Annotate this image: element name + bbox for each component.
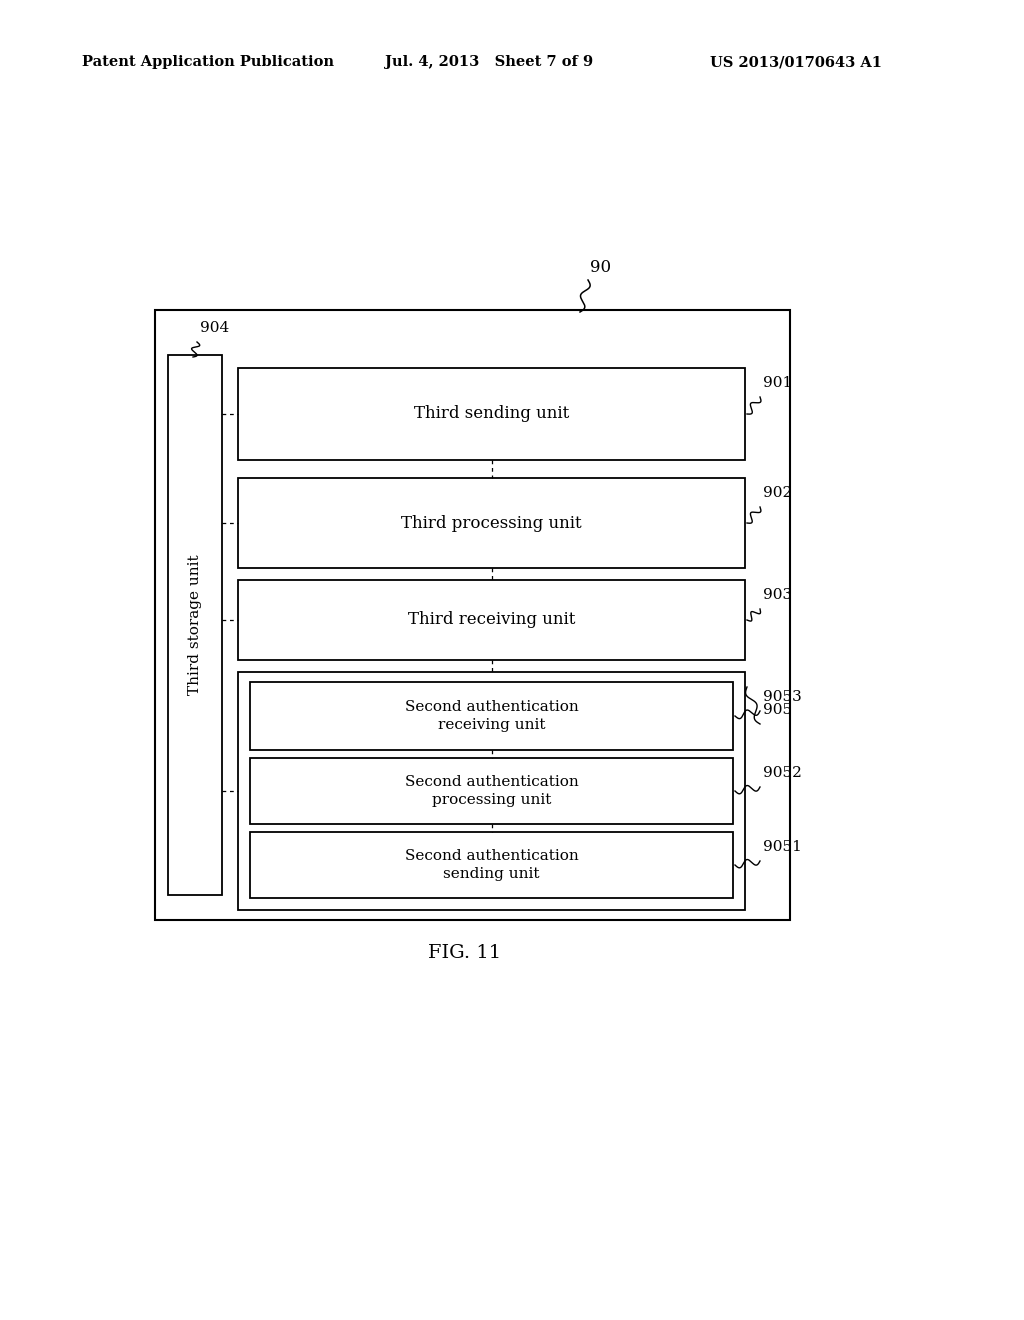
- Text: Second authentication
receiving unit: Second authentication receiving unit: [404, 700, 579, 733]
- Bar: [250, 832, 733, 898]
- Text: 90: 90: [590, 260, 611, 276]
- Bar: [238, 672, 745, 909]
- Text: 9053: 9053: [763, 690, 802, 704]
- Bar: [168, 355, 222, 895]
- Text: 904: 904: [200, 321, 229, 335]
- Text: 9051: 9051: [763, 840, 802, 854]
- Text: 903: 903: [763, 587, 793, 602]
- Text: Patent Application Publication: Patent Application Publication: [82, 55, 334, 69]
- Text: Jul. 4, 2013   Sheet 7 of 9: Jul. 4, 2013 Sheet 7 of 9: [385, 55, 593, 69]
- Bar: [238, 579, 745, 660]
- Text: Second authentication
processing unit: Second authentication processing unit: [404, 775, 579, 808]
- Text: Second authentication
sending unit: Second authentication sending unit: [404, 849, 579, 882]
- Bar: [238, 368, 745, 459]
- Text: Third processing unit: Third processing unit: [401, 515, 582, 532]
- Text: Third sending unit: Third sending unit: [414, 405, 569, 422]
- Bar: [238, 478, 745, 568]
- Bar: [250, 758, 733, 824]
- Bar: [250, 682, 733, 750]
- Bar: [155, 310, 790, 920]
- Text: 905: 905: [763, 704, 793, 717]
- Text: 902: 902: [763, 486, 793, 500]
- Text: 901: 901: [763, 376, 793, 389]
- Text: Third receiving unit: Third receiving unit: [408, 611, 575, 628]
- Text: US 2013/0170643 A1: US 2013/0170643 A1: [710, 55, 882, 69]
- Text: Third storage unit: Third storage unit: [188, 554, 202, 696]
- Text: 9052: 9052: [763, 766, 802, 780]
- Text: FIG. 11: FIG. 11: [428, 944, 502, 962]
